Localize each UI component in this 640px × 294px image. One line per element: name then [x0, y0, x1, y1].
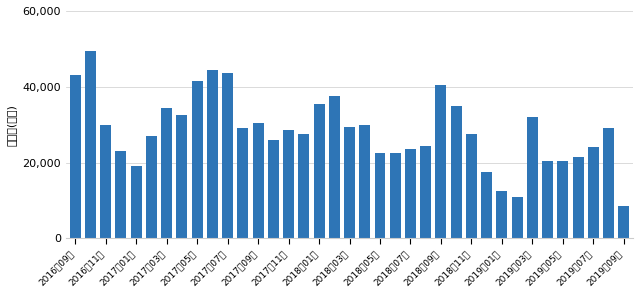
Bar: [603, 128, 614, 238]
Bar: [253, 123, 264, 238]
Bar: [222, 74, 233, 238]
Bar: [329, 96, 340, 238]
Bar: [85, 51, 96, 238]
Bar: [268, 140, 279, 238]
Bar: [237, 128, 248, 238]
Bar: [115, 151, 126, 238]
Bar: [131, 166, 141, 238]
Bar: [481, 172, 492, 238]
Bar: [146, 136, 157, 238]
Bar: [588, 147, 599, 238]
Bar: [405, 149, 416, 238]
Bar: [512, 197, 523, 238]
Y-axis label: 거래량(건수): 거래량(건수): [7, 104, 17, 146]
Bar: [70, 75, 81, 238]
Bar: [177, 115, 188, 238]
Bar: [314, 104, 324, 238]
Bar: [466, 134, 477, 238]
Bar: [557, 161, 568, 238]
Bar: [542, 161, 553, 238]
Bar: [298, 134, 309, 238]
Bar: [191, 81, 203, 238]
Bar: [283, 130, 294, 238]
Bar: [420, 146, 431, 238]
Bar: [618, 206, 629, 238]
Bar: [390, 153, 401, 238]
Bar: [527, 117, 538, 238]
Bar: [435, 85, 447, 238]
Bar: [207, 70, 218, 238]
Bar: [451, 106, 461, 238]
Bar: [344, 126, 355, 238]
Bar: [374, 153, 385, 238]
Bar: [100, 125, 111, 238]
Bar: [573, 157, 584, 238]
Bar: [359, 125, 371, 238]
Bar: [161, 108, 172, 238]
Bar: [497, 191, 508, 238]
